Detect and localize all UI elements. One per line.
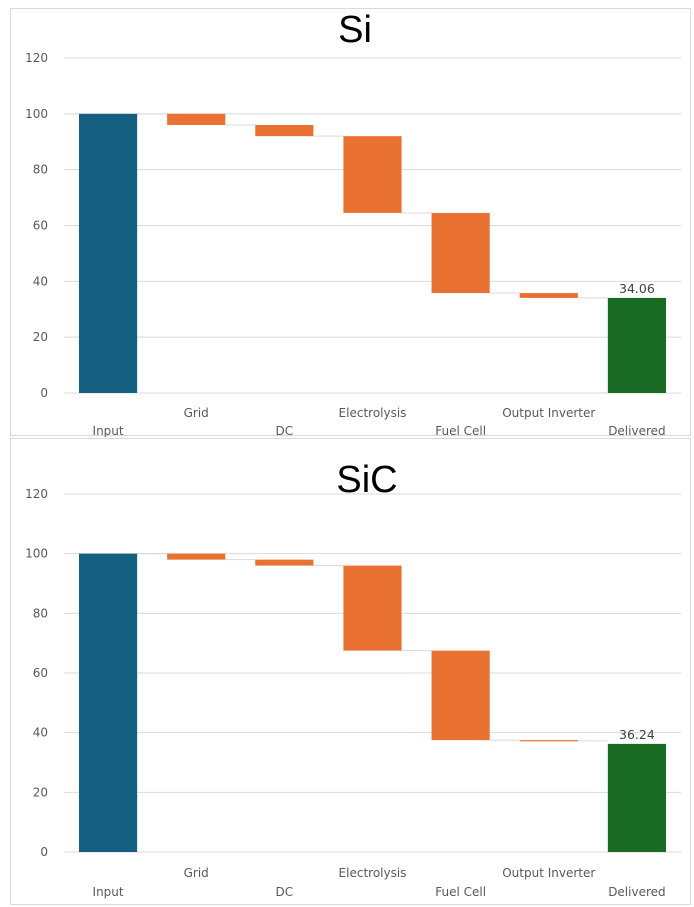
chart-frame: [10, 438, 691, 905]
y-tick-label: 60: [33, 666, 48, 680]
bar-electrolysis: [343, 565, 402, 651]
y-tick-label: 40: [33, 726, 48, 740]
chart-si: Si 0 20 40 60 80 100 120 Input Grid DC Electrolys…: [0, 0, 694, 437]
chart-title: Si: [338, 9, 372, 51]
bar-output-inverter: [519, 740, 578, 742]
y-tick-label: 20: [33, 785, 48, 799]
bar-input: [78, 113, 138, 393]
x-category-label: Fuel Cell: [435, 885, 486, 899]
x-category-label: DC: [276, 424, 294, 437]
x-category-label: DC: [276, 885, 294, 899]
title-background: [308, 455, 428, 505]
bar-delivered: [607, 297, 667, 393]
chart-si-svg: Si 0 20 40 60 80 100 120 Input Grid DC Electrolys…: [10, 8, 691, 437]
chart-sic-svg: SiC 0 20 40 60 80 100 120 Input Grid DC Electroly…: [10, 438, 691, 905]
x-category-label: Grid: [184, 866, 209, 880]
y-tick-label: 80: [33, 163, 48, 177]
x-category-label: Output Inverter: [502, 866, 595, 880]
y-tick-label: 0: [40, 386, 48, 400]
title-background: [308, 9, 404, 59]
bar-electrolysis: [343, 136, 402, 213]
bar-grid: [167, 553, 226, 560]
y-tick-label: 80: [33, 606, 48, 620]
y-tick-label: 60: [33, 219, 48, 233]
y-tick-label: 100: [25, 107, 48, 121]
data-label: 36.24: [619, 727, 655, 742]
bar-grid: [167, 113, 226, 125]
chart-title: SiC: [336, 459, 397, 501]
x-category-label: Delivered: [608, 885, 665, 899]
y-tick-label: 100: [25, 547, 48, 561]
y-tick-label: 20: [33, 330, 48, 344]
chart-frame: [10, 8, 691, 436]
x-category-label: Electrolysis: [339, 406, 407, 420]
y-tick-label: 120: [25, 487, 48, 501]
y-tick-label: 0: [40, 845, 48, 859]
x-category-label: Input: [93, 885, 124, 899]
bar-delivered: [607, 743, 667, 852]
y-tick-label: 120: [25, 51, 48, 65]
data-label: 34.06: [619, 281, 655, 296]
x-category-label: Grid: [184, 406, 209, 420]
chart-sic: SiC 0 20 40 60 80 100 120 Input Grid DC Electroly…: [0, 437, 694, 907]
bar-output-inverter: [519, 293, 578, 298]
bar-fuel-cell: [431, 212, 490, 294]
bar-input: [78, 553, 138, 852]
x-category-label: Delivered: [608, 424, 665, 437]
bar-dc: [255, 559, 314, 566]
x-category-label: Output Inverter: [502, 406, 595, 420]
y-tick-label: 40: [33, 274, 48, 288]
bar-dc: [255, 125, 314, 137]
x-category-label: Electrolysis: [339, 866, 407, 880]
bar-fuel-cell: [431, 650, 490, 741]
x-category-label: Fuel Cell: [435, 424, 486, 437]
x-category-label: Input: [93, 424, 124, 437]
